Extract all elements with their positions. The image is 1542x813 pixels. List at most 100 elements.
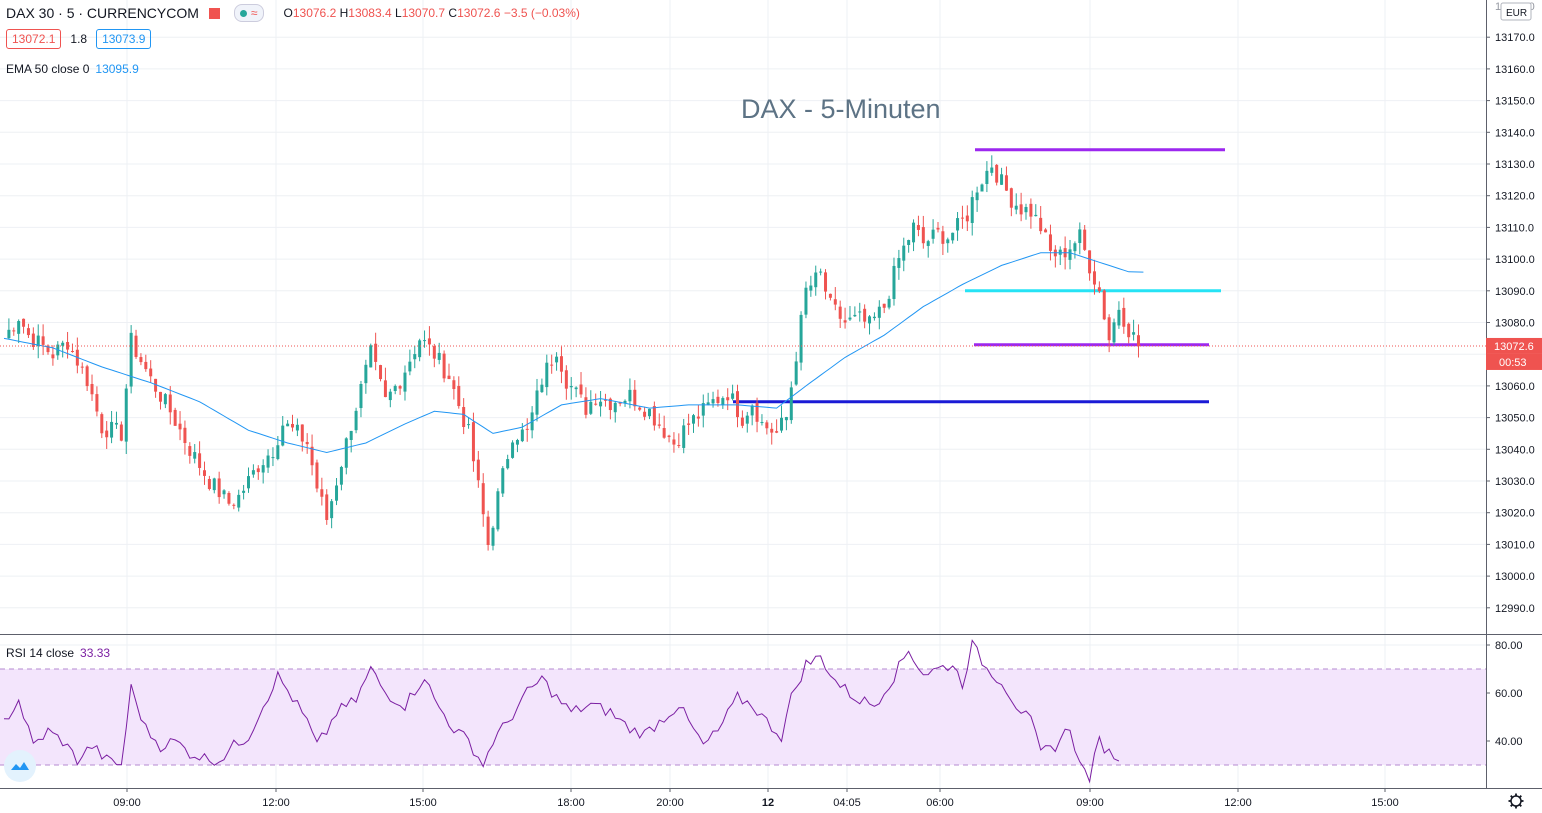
market-status-pill[interactable]: ≈	[233, 4, 264, 22]
candle-up	[1078, 222, 1082, 255]
candle-up	[990, 155, 994, 176]
buy-button[interactable]: 13073.9	[96, 29, 152, 49]
candle-down	[755, 397, 759, 433]
candle-up	[819, 268, 823, 276]
candle-body	[1034, 214, 1038, 217]
candle-body	[1078, 229, 1082, 244]
candle-up	[599, 390, 603, 417]
candle-down	[95, 386, 99, 417]
candle-body	[369, 345, 373, 368]
candle-up	[868, 315, 872, 335]
candle-down	[100, 412, 104, 439]
candle-up	[354, 407, 358, 434]
candle-down	[916, 215, 920, 237]
candle-down	[770, 422, 774, 445]
candle-down	[1009, 187, 1013, 217]
high-label: H	[339, 6, 349, 20]
candle-up	[1034, 204, 1038, 217]
candle-up	[286, 420, 290, 427]
candle-down	[481, 473, 485, 527]
candle-up	[413, 345, 417, 369]
candle-down	[486, 510, 490, 551]
candle-down	[70, 343, 74, 353]
candle-body	[242, 490, 246, 493]
candle-body	[608, 398, 612, 411]
candle-down	[379, 364, 383, 382]
chart-drawing-title[interactable]: DAX - 5-Minuten	[741, 94, 941, 124]
candle-up	[467, 417, 471, 429]
rsi-line	[3, 639, 1120, 784]
candle-down	[149, 360, 153, 383]
candle-body	[843, 320, 847, 323]
candle-up	[393, 384, 397, 395]
candle-body	[462, 407, 466, 427]
rsi-legend[interactable]: RSI 14 close 33.33	[6, 646, 110, 660]
candle-body	[555, 356, 559, 363]
candle-body	[486, 516, 490, 545]
candle-down	[677, 433, 681, 449]
candle-body	[687, 423, 691, 425]
tradingview-logo-icon[interactable]	[4, 750, 36, 782]
candle-down	[1029, 198, 1033, 229]
candle-up	[515, 438, 519, 453]
candle-up	[437, 342, 441, 365]
candle-down	[960, 205, 964, 229]
spread-value: 1.8	[70, 32, 88, 46]
candle-up	[569, 377, 573, 400]
candle-up	[780, 405, 784, 433]
candle-body	[281, 425, 285, 446]
candle-up	[491, 525, 495, 551]
sell-button[interactable]: 13072.1	[6, 29, 62, 49]
horizontal-levels[interactable]	[733, 148, 1225, 404]
candle-body	[574, 387, 578, 390]
candle-body	[261, 465, 265, 473]
candle-body	[36, 335, 40, 347]
candle-body	[696, 416, 700, 419]
candle-body	[291, 423, 295, 428]
candle-body	[1092, 271, 1096, 285]
candle-body	[794, 361, 798, 385]
candle-down	[564, 365, 568, 400]
candle-body	[85, 366, 89, 387]
candle-body	[848, 317, 852, 320]
candle-down	[374, 332, 378, 371]
candle-body	[584, 397, 588, 415]
candle-up	[349, 430, 353, 453]
candle-down	[154, 378, 158, 398]
candle-body	[1039, 217, 1043, 232]
candle-body	[784, 417, 788, 421]
candle-up	[721, 396, 725, 409]
bid-ask-row: 13072.1 1.8 13073.9	[6, 29, 152, 49]
candle-up	[589, 390, 593, 416]
candle-down	[432, 343, 436, 368]
high-value: 13083.4	[348, 6, 392, 20]
candle-body	[545, 362, 549, 388]
candle-up	[501, 466, 505, 497]
candle-body	[471, 422, 475, 462]
candle-up	[799, 311, 803, 371]
candle-body	[237, 494, 241, 508]
candle-down	[687, 413, 691, 435]
gear-icon[interactable]	[1508, 793, 1524, 809]
symbol-title[interactable]: DAX 30 · 5 · CURRENCYCOM	[6, 5, 199, 21]
candle-body	[975, 192, 979, 201]
candle-body	[643, 411, 647, 417]
candle-down	[158, 391, 162, 410]
candle-body	[853, 314, 857, 317]
candle-up	[212, 477, 216, 494]
candle-body	[633, 389, 637, 407]
ema-legend[interactable]: EMA 50 close 0 13095.9	[6, 62, 139, 76]
candle-body	[926, 241, 930, 246]
candle-body	[305, 441, 309, 445]
candle-body	[799, 314, 803, 363]
candle-down	[550, 354, 554, 374]
candle-up	[17, 319, 21, 344]
ema-label: EMA 50 close 0	[6, 62, 90, 76]
time-tick-label: 12:00	[1224, 797, 1252, 809]
market-open-icon	[239, 9, 247, 17]
candle-down	[452, 376, 456, 400]
candle-up	[540, 378, 544, 393]
currency-button[interactable]	[1500, 2, 1532, 21]
candle-up	[706, 392, 710, 406]
